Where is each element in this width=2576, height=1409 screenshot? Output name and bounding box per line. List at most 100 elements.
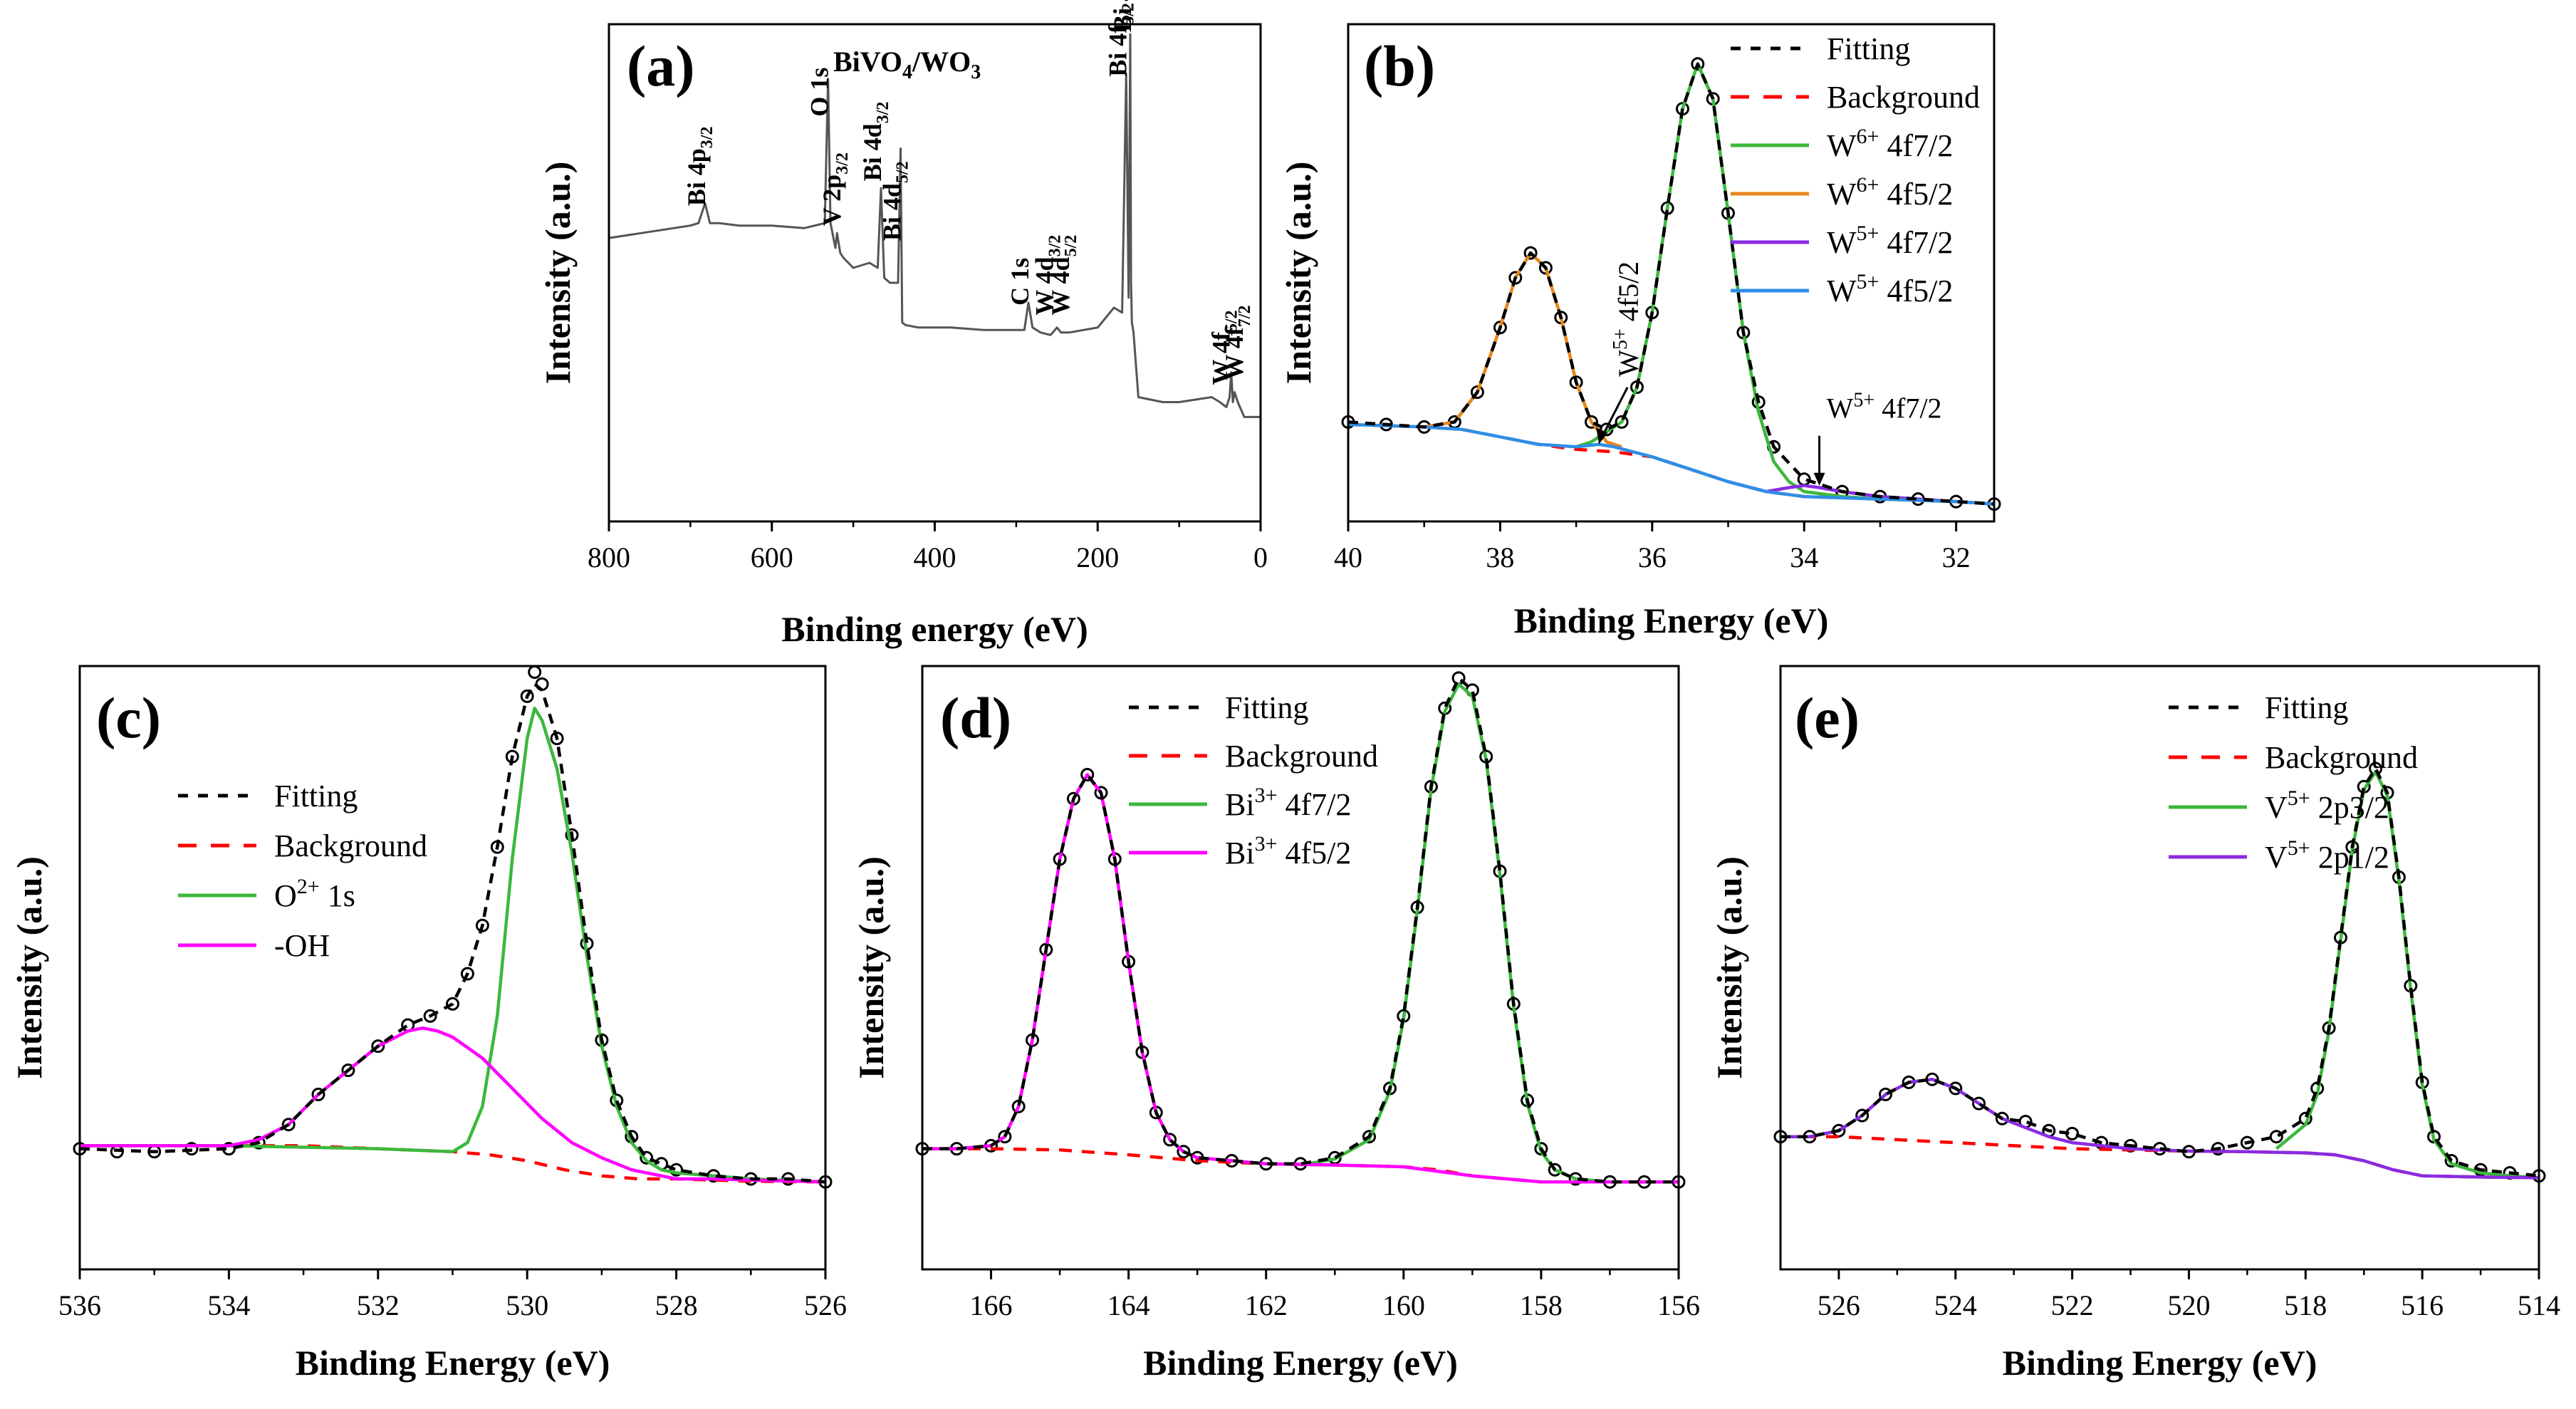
series-line-fitting <box>1347 62 1995 506</box>
plot-frame-b <box>1347 23 1996 523</box>
panel-e: 526 524 522 520 518 516 514 Binding Energy (eV)… <box>1709 665 2560 1383</box>
y-axis-label-e: Intensity (a.u.) <box>1709 856 1749 1079</box>
legend-label: Fitting <box>1827 31 1910 66</box>
x-tick-label: 524 <box>1934 1289 1977 1321</box>
x-tick-label: 800 <box>588 541 630 573</box>
data-point <box>998 1130 1012 1144</box>
y-axis-label-d: Intensity (a.u.) <box>851 856 891 1079</box>
panel-label-d: (d) <box>940 685 1011 750</box>
data-point <box>1177 1145 1191 1159</box>
y-axis-label-b: Intensity (a.u.) <box>1278 162 1318 385</box>
plot-frame-e <box>1779 665 2540 1271</box>
y-axis-label-c: Intensity (a.u.) <box>9 856 49 1079</box>
peak-label: W5+ 4f5/2 <box>1610 261 1644 377</box>
x-tick-label: 160 <box>1382 1289 1425 1321</box>
x-tick-label: 528 <box>655 1289 698 1321</box>
legend-d: Fitting Background Bi3+ 4f7/2 Bi3+ 4f5/2 <box>1129 690 1378 870</box>
x-tick-label: 530 <box>506 1289 548 1321</box>
series-line-fitting <box>922 676 1679 1184</box>
x-tick-label: 34 <box>1790 541 1818 573</box>
legend-label: -OH <box>274 928 330 963</box>
x-axis-label-c: Binding Energy (eV) <box>296 1343 610 1383</box>
peak-label: W 4f5/2 <box>1207 311 1241 385</box>
legend-label: Bi3+ 4f7/2 <box>1225 784 1351 822</box>
peak-label: Bi 4p3/2 <box>682 127 716 207</box>
panel-c: 536 534 532 530 528 526 Binding Energy (eV) Int… <box>9 665 847 1383</box>
data-point <box>1534 1142 1548 1156</box>
x-tick-label: 526 <box>1818 1289 1860 1321</box>
data-point <box>1523 246 1538 260</box>
data-point <box>1508 271 1523 285</box>
legend-b: Fitting Background W6+ 4f7/2 W6+ 4f5/2 W5+ 4… <box>1731 31 1980 308</box>
legend-label: W5+ 4f7/2 <box>1827 222 1953 260</box>
x-tick-label: 522 <box>2051 1289 2094 1321</box>
peak-label: V 2p3/2 <box>818 152 852 226</box>
series-line-survey <box>608 33 1261 418</box>
data-point <box>423 1009 437 1023</box>
x-axis-e: 526 524 522 520 518 516 514 <box>1818 1269 2560 1321</box>
legend-label: Fitting <box>2265 690 2348 725</box>
data-point <box>1585 415 1598 429</box>
series-line-v5plus-2p3-2 <box>2275 769 2540 1180</box>
panel-label-e: (e) <box>1795 685 1860 750</box>
peak-label: W 4f7/2 <box>1220 306 1254 380</box>
panel-label-a: (a) <box>627 33 695 98</box>
x-axis-label-d: Binding Energy (eV) <box>1143 1343 1458 1383</box>
peak-label: W 4d5/2 <box>1046 235 1080 316</box>
annotation-arrowhead <box>1813 472 1825 486</box>
series-line-fitting <box>79 682 826 1184</box>
x-tick-label: 532 <box>357 1289 400 1321</box>
legend-label: V5+ 2p3/2 <box>2265 786 2389 825</box>
legend-label: Fitting <box>1225 690 1308 725</box>
peak-label: Bi 4d5/2 <box>877 161 912 241</box>
data-point <box>1493 321 1507 335</box>
series-line-oh <box>80 1026 826 1184</box>
x-tick-label: 164 <box>1107 1289 1150 1321</box>
x-tick-label: 600 <box>751 541 793 573</box>
x-tick-label: 526 <box>804 1289 847 1321</box>
data-point <box>1995 1111 2009 1125</box>
data-point <box>341 1064 355 1077</box>
data-point <box>1538 261 1553 275</box>
series-line-w5plus-4f5-2 <box>1347 422 1995 506</box>
data-point <box>1080 768 1095 781</box>
data-point <box>1470 385 1484 399</box>
x-axis-d: 166 164 162 160 158 156 <box>970 1269 1700 1321</box>
x-tick-label: 38 <box>1486 541 1514 573</box>
data-point <box>1972 1096 1986 1111</box>
legend-e: Fitting Background V5+ 2p3/2 V5+ 2p1/2 <box>2169 690 2418 875</box>
legend-label: Fitting <box>274 779 358 813</box>
panel-label-c: (c) <box>96 685 161 750</box>
peak-label: Bi 4f5/2 <box>1103 3 1137 77</box>
data-point <box>1691 57 1705 71</box>
data-point <box>2444 1154 2458 1168</box>
legend-label: V5+ 2p1/2 <box>2265 836 2389 875</box>
x-tick-label: 0 <box>1253 541 1268 573</box>
data-point <box>1879 1087 1892 1101</box>
x-tick-label: 36 <box>1638 541 1667 573</box>
x-axis-label-e: Binding Energy (eV) <box>2003 1343 2317 1383</box>
x-axis-b: 40 38 36 34 32 <box>1334 521 1971 573</box>
panel-label-b: (b) <box>1364 33 1435 98</box>
data-point <box>281 1118 296 1132</box>
legend-label: Background <box>1827 80 1980 115</box>
peak-label: Bi 4f7/2 <box>1108 0 1142 32</box>
data-point <box>1362 1130 1376 1144</box>
x-tick-label: 514 <box>2518 1289 2560 1321</box>
x-axis-c: 536 534 532 530 528 526 <box>58 1269 847 1321</box>
series-line-o2plus-1s <box>80 707 826 1184</box>
data-point <box>184 1142 199 1156</box>
legend-label: Background <box>1225 739 1378 774</box>
series-line-fitting <box>1780 766 2540 1177</box>
legend-label: Background <box>2265 740 2418 775</box>
x-tick-label: 32 <box>1942 541 1971 573</box>
data-point <box>640 1150 654 1165</box>
legend-label: W6+ 4f7/2 <box>1827 125 1953 163</box>
x-tick-label: 536 <box>58 1289 101 1321</box>
panel-b: 40 38 36 34 32 Binding Energy (eV) Intensity (… <box>1278 23 2001 640</box>
legend-label: Bi3+ 4f5/2 <box>1225 832 1351 870</box>
series-line-background <box>922 1147 1679 1184</box>
panels: 800 600 400 200 0 Binding energy (eV) Intensit… <box>9 0 2560 1383</box>
data-point <box>1855 1108 1870 1123</box>
